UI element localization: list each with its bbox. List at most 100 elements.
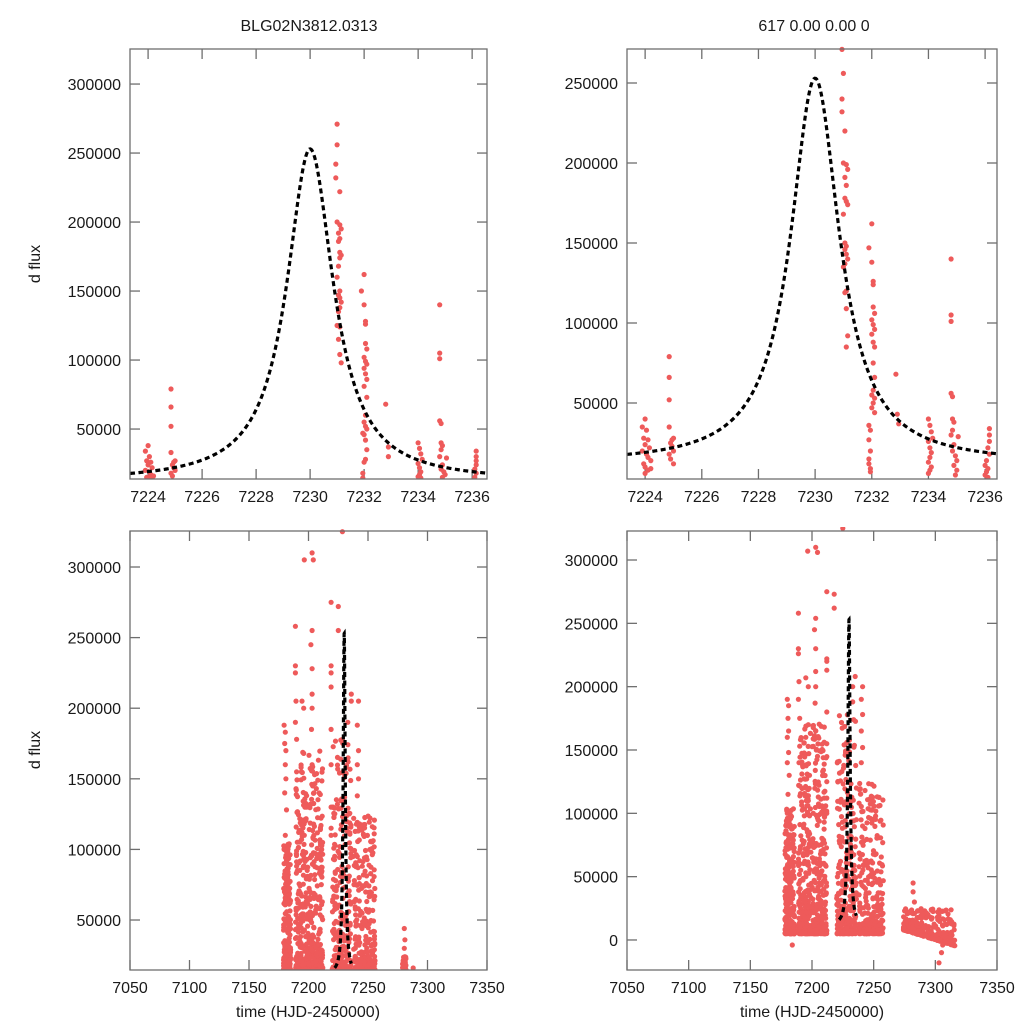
data-point bbox=[328, 762, 334, 768]
data-point bbox=[925, 459, 932, 465]
y-tick-label: 300000 bbox=[565, 553, 618, 570]
data-point bbox=[866, 456, 872, 462]
data-point bbox=[783, 898, 789, 904]
data-point bbox=[328, 832, 334, 838]
title-left: BLG02N3812.0313 bbox=[241, 18, 378, 35]
data-point bbox=[439, 474, 445, 479]
data-point bbox=[879, 911, 885, 918]
data-point bbox=[415, 460, 421, 467]
data-point bbox=[915, 908, 921, 914]
data-point bbox=[857, 930, 863, 936]
data-point bbox=[309, 666, 315, 672]
data-point bbox=[880, 878, 886, 884]
data-point bbox=[856, 892, 862, 898]
data-point bbox=[338, 299, 344, 305]
data-point bbox=[283, 776, 289, 782]
data-point bbox=[810, 723, 816, 729]
data-point bbox=[874, 794, 880, 800]
data-point bbox=[796, 909, 802, 915]
data-point bbox=[666, 397, 672, 403]
y-tick-label: 250000 bbox=[68, 631, 121, 648]
data-point bbox=[784, 760, 790, 766]
data-point bbox=[868, 815, 874, 822]
data-point bbox=[315, 853, 321, 859]
data-point bbox=[371, 817, 377, 823]
data-point bbox=[283, 748, 289, 754]
data-point bbox=[352, 955, 358, 961]
data-point bbox=[306, 876, 312, 882]
data-point bbox=[298, 769, 304, 775]
data-point bbox=[870, 322, 876, 328]
data-point bbox=[294, 777, 300, 783]
x-tick-label: 7100 bbox=[172, 980, 208, 997]
data-point bbox=[320, 917, 326, 923]
x-tick-label: 7228 bbox=[238, 489, 274, 506]
data-point bbox=[860, 862, 867, 868]
panel-top-right: 7224 7226 7228 7230 7232 7234 7236 50000 100000 1… bbox=[565, 46, 1003, 506]
data-point bbox=[800, 913, 807, 919]
y-tick-label: 100000 bbox=[68, 842, 121, 859]
data-point bbox=[300, 918, 306, 924]
data-point bbox=[894, 411, 900, 417]
data-point bbox=[310, 783, 316, 789]
data-point bbox=[824, 667, 830, 673]
data-point bbox=[335, 627, 341, 634]
data-point bbox=[385, 454, 391, 460]
data-point bbox=[841, 914, 847, 920]
data-point bbox=[303, 816, 309, 822]
data-point bbox=[292, 623, 298, 629]
data-point bbox=[869, 820, 875, 826]
data-point bbox=[302, 804, 308, 810]
data-point bbox=[648, 458, 654, 464]
data-point bbox=[346, 840, 353, 846]
data-point bbox=[294, 863, 300, 869]
data-point bbox=[868, 793, 874, 799]
data-point bbox=[857, 780, 863, 787]
data-point bbox=[294, 839, 300, 845]
data-point bbox=[328, 804, 334, 810]
data-point bbox=[873, 808, 879, 814]
data-point bbox=[333, 175, 339, 181]
y-tick-label: 150000 bbox=[565, 743, 618, 760]
data-point bbox=[337, 295, 343, 301]
data-point bbox=[336, 850, 342, 857]
data-point bbox=[914, 920, 920, 927]
data-point bbox=[878, 931, 884, 937]
data-point bbox=[338, 360, 344, 366]
data-point bbox=[347, 766, 353, 772]
data-point bbox=[925, 470, 932, 476]
data-point bbox=[362, 847, 369, 854]
data-point bbox=[313, 903, 319, 909]
data-point bbox=[311, 823, 317, 830]
x-tick-label: 7250 bbox=[856, 980, 892, 997]
data-point bbox=[804, 889, 810, 895]
data-point bbox=[923, 933, 930, 939]
data-point bbox=[871, 803, 877, 809]
data-point bbox=[796, 898, 802, 904]
data-point bbox=[791, 903, 797, 910]
data-point bbox=[332, 832, 338, 838]
data-point bbox=[145, 443, 151, 449]
data-point bbox=[295, 905, 302, 911]
data-point bbox=[357, 858, 363, 864]
model-curve bbox=[333, 628, 353, 969]
data-point bbox=[331, 810, 337, 816]
data-point bbox=[838, 922, 844, 928]
data-point bbox=[361, 271, 367, 278]
data-point bbox=[365, 940, 371, 946]
data-point bbox=[799, 921, 806, 927]
data-point bbox=[371, 844, 377, 850]
data-point bbox=[286, 939, 292, 945]
data-point bbox=[785, 831, 791, 838]
data-point bbox=[834, 760, 840, 766]
data-point bbox=[927, 445, 933, 451]
x-tick-label: 7226 bbox=[684, 489, 720, 506]
data-point bbox=[282, 762, 288, 768]
data-point bbox=[879, 926, 885, 932]
data-point bbox=[860, 711, 866, 718]
data-point bbox=[335, 230, 342, 236]
data-point bbox=[813, 544, 819, 550]
data-point bbox=[813, 684, 819, 690]
data-point bbox=[816, 735, 822, 741]
data-point bbox=[870, 400, 876, 406]
